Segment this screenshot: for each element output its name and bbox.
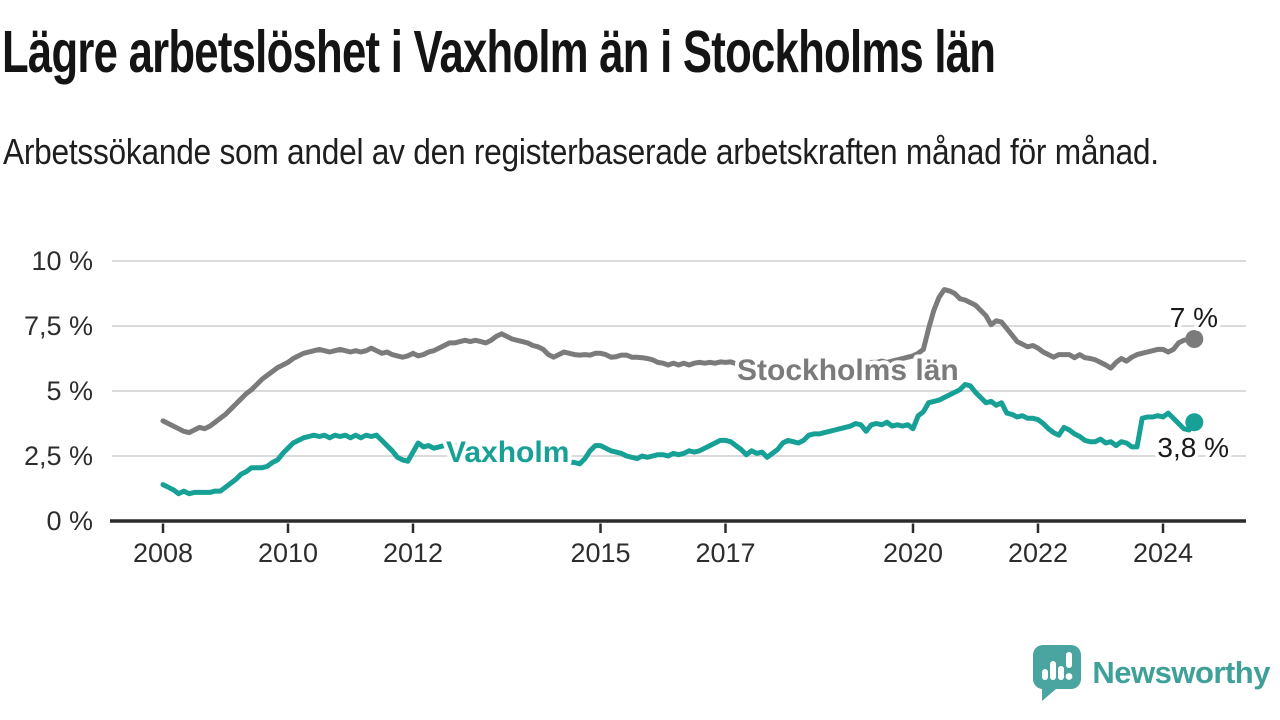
- x-axis-tick-label: 2010: [258, 538, 318, 568]
- series-label-stockholm: Stockholms län: [737, 354, 959, 387]
- newsworthy-logo-icon: [1033, 645, 1082, 701]
- y-axis-tick-label: 0 %: [46, 506, 93, 536]
- chart-title: Lägre arbetslöshet i Vaxholm än i Stockh…: [2, 19, 996, 85]
- y-axis-tick-label: 7,5 %: [24, 311, 93, 341]
- y-axis-tick-label: 5 %: [46, 376, 93, 406]
- x-axis-tick-label: 2015: [570, 538, 630, 568]
- series-line-vaxholm: [160, 382, 1197, 497]
- x-axis-tick-label: 2024: [1133, 538, 1193, 568]
- bar-chart-exclamation-glyph: [1042, 652, 1073, 680]
- x-axis-tick-label: 2012: [383, 538, 443, 568]
- y-axis-tick-label: 2,5 %: [24, 441, 93, 471]
- series-end-label-stockholm: 7 %: [1170, 302, 1218, 333]
- x-axis-tick-label: 2022: [1008, 538, 1068, 568]
- x-axis-tick-label: 2008: [133, 538, 193, 568]
- series-end-dot-vaxholm: [1185, 413, 1204, 432]
- series-end-dot-stockholm: [1185, 330, 1204, 348]
- speech-bubble-shape: [1033, 645, 1082, 701]
- series-label-vaxholm: Vaxholm: [446, 436, 569, 469]
- newsworthy-logo: Newsworthy: [1032, 644, 1270, 702]
- x-axis-tick-label: 2017: [695, 538, 755, 568]
- series-end-label-vaxholm: 3,8 %: [1157, 432, 1229, 463]
- chart-subtitle: Arbetssökande som andel av den registerb…: [3, 131, 1159, 172]
- series-line-stockholm: [160, 287, 1197, 436]
- x-axis-tick-label: 2020: [883, 538, 943, 568]
- y-axis-tick-label: 10 %: [31, 246, 93, 276]
- newsworthy-logo-text: Newsworthy: [1092, 655, 1270, 690]
